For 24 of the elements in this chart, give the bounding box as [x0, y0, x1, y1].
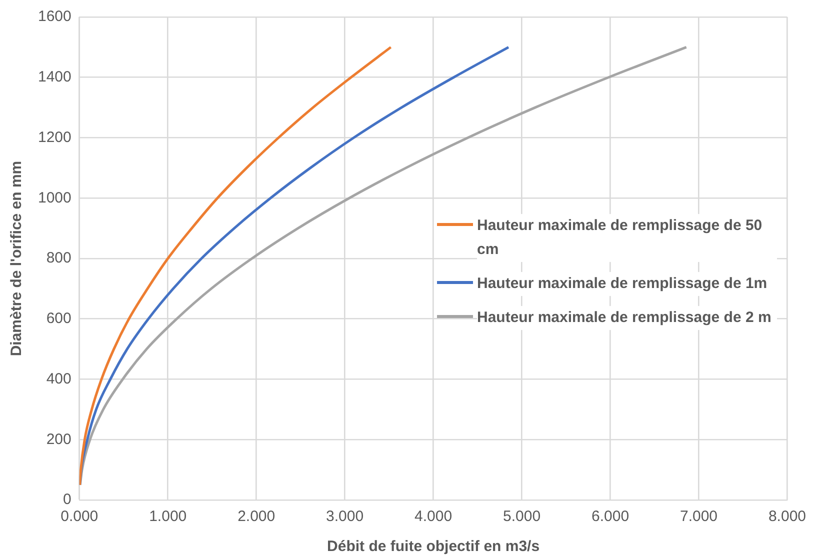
y-axis-title: Diamètre de l'orifice en mm — [8, 160, 26, 356]
x-tick-label: 6.000 — [591, 508, 630, 526]
y-tick-label: 1200 — [38, 128, 72, 146]
y-tick-label: 1400 — [38, 68, 72, 86]
y-tick-label: 400 — [46, 370, 72, 388]
line-series — [79, 46, 392, 486]
y-tick-label: 800 — [46, 250, 72, 267]
legend-label: Hauteur maximale de remplissage de 1m — [477, 272, 777, 296]
y-tick-label: 1600 — [38, 8, 72, 26]
y-tick-label: 1000 — [38, 189, 72, 206]
x-tick-label: 0.000 — [60, 508, 98, 526]
x-tick-label: 1.000 — [149, 508, 187, 526]
y-tick-label: 600 — [46, 310, 72, 328]
x-axis-title: Débit de fuite objectif en m3/s — [327, 538, 540, 556]
legend-label: Hauteur maximale de remplissage de 50 cm — [477, 214, 777, 262]
legend-label: Hauteur maximale de remplissage de 2 m — [477, 306, 777, 330]
y-tick-label: 200 — [46, 430, 72, 448]
x-tick-label: 8.000 — [768, 508, 806, 526]
x-tick-label: 7.000 — [680, 508, 718, 526]
x-tick-label: 5.000 — [503, 508, 541, 526]
x-tick-label: 4.000 — [414, 508, 452, 526]
x-tick-label: 3.000 — [326, 508, 364, 526]
x-tick-label: 2.000 — [238, 508, 276, 526]
y-tick-label: 0 — [63, 491, 72, 508]
